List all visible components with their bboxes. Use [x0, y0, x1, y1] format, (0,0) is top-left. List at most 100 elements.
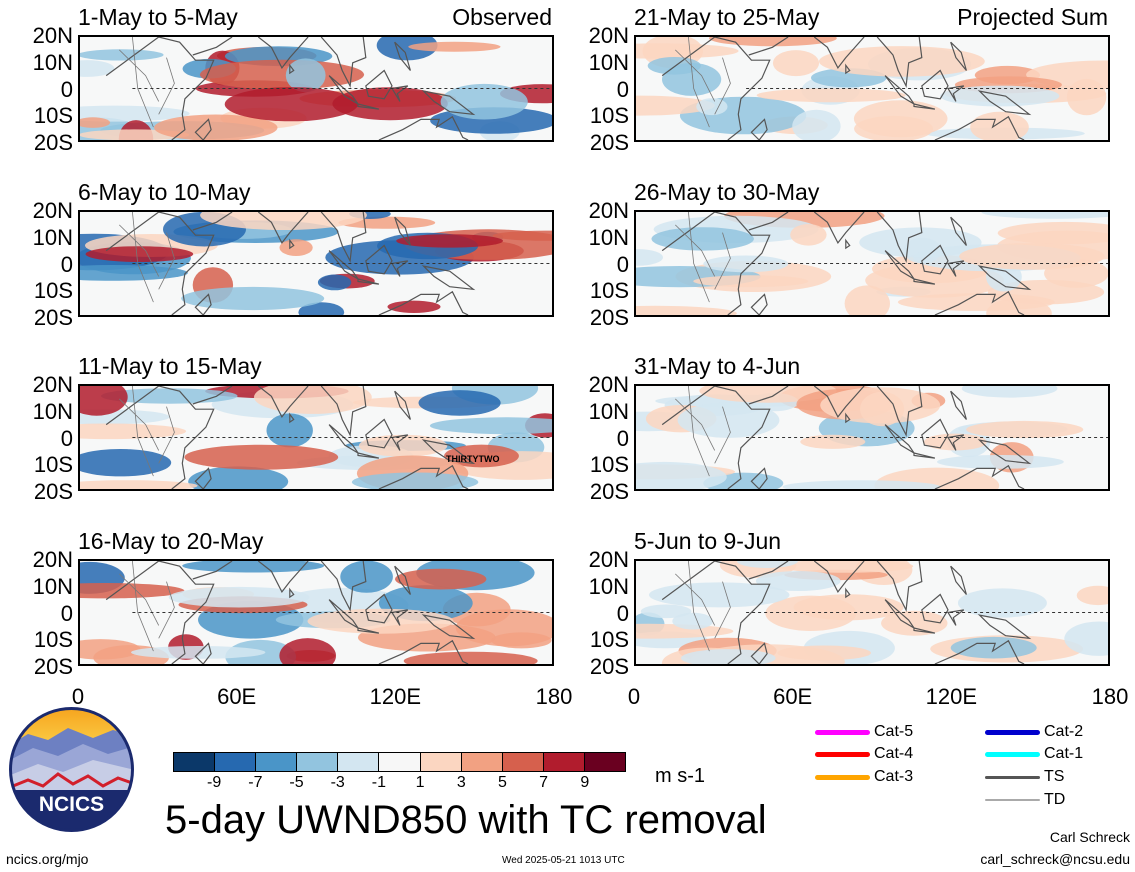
anomaly-contour — [957, 588, 1047, 618]
anomaly-contour — [636, 461, 727, 489]
colorbar-tick-label: 3 — [456, 774, 466, 791]
colorbar-swatch — [338, 753, 380, 771]
wind-anomaly-map — [634, 384, 1110, 491]
panel-tag: Observed — [452, 4, 552, 30]
country-border — [675, 386, 731, 477]
latitude-label: 20S — [589, 654, 629, 679]
anomaly-contour — [279, 239, 313, 256]
anomaly-contour — [80, 423, 187, 440]
panel-title: 21-May to 25-May — [634, 4, 820, 30]
anomaly-contour — [636, 43, 739, 59]
ncics-logo: NCICS — [8, 706, 135, 833]
anomaly-contour — [636, 249, 663, 266]
latitude-label: 10S — [33, 452, 73, 478]
anomaly-contour — [1064, 621, 1108, 656]
anomaly-contour — [307, 608, 454, 634]
footer-timestamp: Wed 2025-05-21 1013 UTC — [502, 855, 625, 866]
panel-tag: Projected Sum — [957, 4, 1108, 30]
latitude-label: 20S — [33, 479, 73, 504]
anomaly-contour — [640, 604, 692, 619]
coastline — [105, 212, 476, 315]
anomaly-contour — [881, 610, 948, 636]
latitude-label: 20N — [588, 198, 629, 223]
anomaly-contour — [1076, 585, 1108, 606]
longitude-label: 60E — [217, 684, 257, 709]
anomaly-contour — [844, 285, 890, 315]
footer-url[interactable]: ncics.org/mjo — [6, 851, 89, 867]
anomaly-contour — [340, 561, 393, 593]
latitude-label: 20N — [588, 372, 629, 397]
anomaly-contour — [959, 243, 1105, 270]
latitude-label: 10N — [588, 398, 629, 424]
anomaly-contour — [80, 60, 115, 77]
latitude-label: 20N — [32, 372, 73, 397]
tc-legend-line — [815, 751, 870, 757]
anomaly-contour — [408, 41, 501, 52]
country-border — [119, 386, 175, 477]
anomaly-contour — [693, 275, 809, 288]
latitude-label: 0 — [616, 76, 629, 102]
colorbar-swatch — [420, 753, 462, 771]
country-border — [675, 37, 731, 128]
anomaly-contour — [636, 623, 734, 639]
latitude-label: 10N — [32, 49, 73, 75]
coastline — [105, 37, 476, 140]
latitude-label: 20S — [589, 305, 629, 330]
panel-title: 11-May to 15-May — [78, 353, 262, 379]
anomaly-contour — [181, 286, 325, 311]
anomaly-contour — [85, 246, 194, 262]
anomaly-contour — [80, 639, 141, 660]
tc-legend-item: Cat-2 — [985, 724, 1083, 740]
tc-legend-line — [985, 775, 1040, 779]
anomaly-contour — [418, 390, 501, 416]
anomaly-contour — [182, 561, 325, 573]
panel-title: 5-Jun to 9-Jun — [634, 528, 782, 554]
colorbar-tick-label: -5 — [289, 774, 304, 791]
anomaly-contour — [395, 568, 487, 590]
coastline — [661, 212, 1032, 315]
tc-legend-item: TD — [985, 792, 1065, 808]
colorbar-tick-label: 7 — [539, 774, 549, 791]
anomaly-contour — [376, 37, 438, 61]
colorbar — [173, 752, 626, 772]
anomaly-contour — [351, 472, 479, 489]
anomaly-contour — [681, 649, 776, 664]
anomaly-contour — [756, 88, 906, 103]
anomaly-contour — [755, 571, 841, 591]
tc-legend-line — [985, 751, 1040, 757]
colorbar-swatch — [379, 753, 421, 771]
anomaly-contour — [647, 57, 701, 75]
anomaly-contour — [101, 388, 238, 404]
latitude-label: 10N — [588, 224, 629, 250]
anomaly-contour — [224, 87, 358, 122]
coastline — [661, 386, 1032, 489]
latitude-label: 10N — [588, 49, 629, 75]
colorbar-swatch — [256, 753, 298, 771]
anomaly-contour — [677, 402, 780, 438]
latitude-label: 0 — [616, 425, 629, 451]
latitude-label: 20S — [589, 479, 629, 504]
anomaly-contour — [636, 305, 737, 315]
latitude-label: 20N — [32, 547, 73, 572]
tc-legend-label: Cat-2 — [1044, 723, 1084, 740]
longitude-label: 0 — [627, 684, 641, 709]
anomaly-contour — [765, 595, 857, 631]
longitude-label: 180 — [1091, 684, 1129, 709]
footer-email[interactable]: carl_schreck@ncsu.edu — [980, 851, 1130, 867]
tc-legend-item: Cat-5 — [815, 724, 913, 740]
anomaly-contour — [800, 434, 866, 449]
anomaly-contour — [970, 111, 1029, 140]
panel-title: 26-May to 30-May — [634, 179, 820, 205]
anomaly-contour — [332, 87, 448, 121]
latitude-label: 10S — [33, 627, 73, 653]
anomaly-contour — [403, 651, 538, 664]
latitude-label: 20S — [33, 305, 73, 330]
footer-author: Carl Schreck — [1049, 829, 1130, 845]
anomaly-contour — [184, 444, 339, 470]
longitude-label: 180 — [535, 684, 573, 709]
anomaly-contour — [981, 212, 1108, 219]
anomaly-contour — [782, 480, 941, 489]
anomaly-contour — [154, 114, 278, 140]
colorbar-swatch — [543, 753, 585, 771]
anomaly-contour — [772, 50, 820, 77]
